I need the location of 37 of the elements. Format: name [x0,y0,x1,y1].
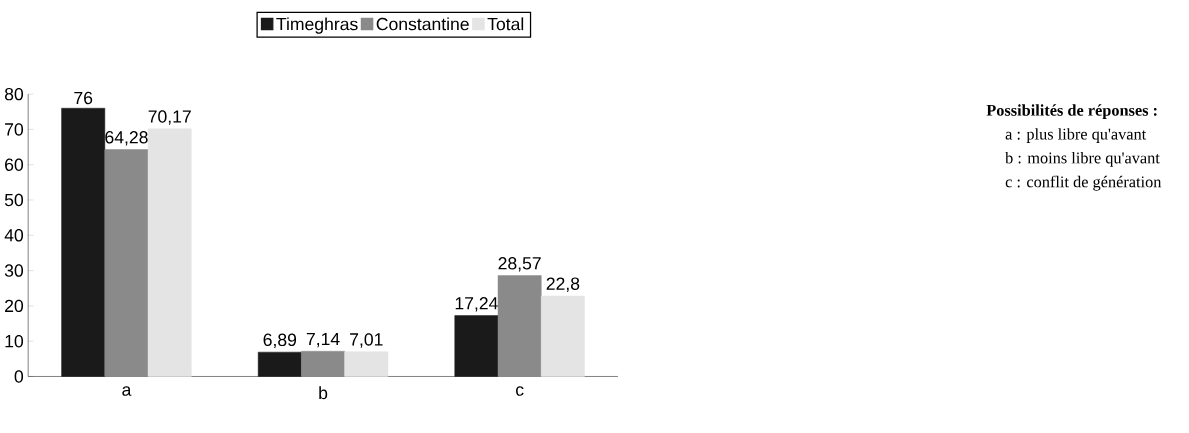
y-tick-label: 20 [5,299,24,313]
bar [454,315,499,377]
y-tick-label: 40 [4,229,24,242]
data-label: 7,01 [350,333,383,348]
y-tick-label: 70 [5,123,24,136]
text: Possibilités de réponses : [986,104,1157,120]
x-tick-label: a [122,386,132,396]
y-tick-label: 10 [5,334,24,348]
text: a : plus libre qu'avant [1005,128,1147,143]
legend-label: Timeghras [276,17,358,34]
x-tick-label: b [319,386,328,400]
y-tick-label: 50 [4,193,24,207]
bar [104,149,149,377]
data-label: 6,89 [263,333,297,349]
bar [147,128,192,377]
x-tick-label: c [516,386,524,396]
y-tick-label: 0 [14,370,24,383]
bar [497,275,542,377]
y-tick-label: 30 [4,264,24,277]
y-tick-label: 60 [5,158,24,171]
legend-label: Total [487,17,524,31]
data-label: 28,57 [498,257,541,272]
bar [541,295,585,377]
text: b : moins libre qu'avant [1005,152,1160,167]
data-label: 76 [74,91,93,105]
data-label: 7,14 [306,332,340,348]
bar [344,351,389,377]
bar [257,351,302,377]
bar [61,108,106,377]
data-label: 22,8 [546,277,580,292]
text: c : conflit de génération [1005,175,1162,191]
y-tick-label: 80 [4,87,24,101]
data-label: 64,28 [105,131,148,146]
data-label: 70,17 [148,110,191,125]
bar [301,351,345,377]
data-label: 17,24 [455,297,498,312]
legend-label: Constantine [376,17,469,31]
